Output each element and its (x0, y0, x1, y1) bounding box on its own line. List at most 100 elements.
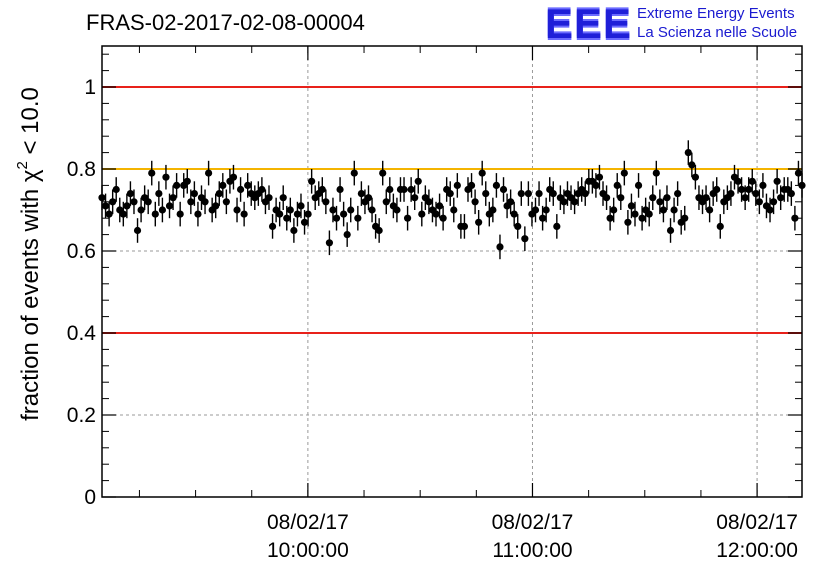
data-point (716, 222, 724, 230)
data-point (475, 218, 483, 226)
plot-frame (101, 45, 803, 498)
data-point (681, 214, 689, 222)
data-point (233, 206, 241, 214)
data-point (535, 190, 543, 198)
chart-title: FRAS-02-2017-02-08-00004 (86, 10, 365, 35)
data-point (379, 169, 387, 177)
grid-lines (102, 46, 802, 497)
data-point (283, 214, 291, 222)
data-point (478, 169, 486, 177)
data-point (492, 181, 501, 189)
data-point (308, 177, 316, 185)
data-point (123, 202, 131, 210)
data-point (773, 177, 781, 185)
data-point (482, 190, 490, 198)
data-point (752, 190, 760, 198)
data-point (148, 169, 156, 177)
data-point (499, 185, 508, 194)
data-point (727, 190, 735, 198)
data-point (101, 202, 110, 210)
data-point (471, 198, 479, 206)
data-point (514, 222, 522, 230)
data-point (112, 185, 120, 194)
y-tick-label: 1 (84, 76, 96, 99)
data-point (386, 185, 394, 194)
data-point (581, 190, 589, 198)
data-point (126, 190, 135, 198)
data-point (645, 210, 653, 218)
data-point (347, 206, 355, 214)
data-point (293, 210, 302, 218)
data-point (144, 198, 152, 206)
data-point (496, 243, 504, 251)
data-point (240, 210, 248, 218)
y-axis-label-sup: 2 (14, 161, 31, 169)
data-point (649, 194, 657, 202)
data-point (624, 218, 632, 226)
data-point (187, 198, 195, 206)
data-point (542, 206, 550, 214)
data-point (595, 173, 604, 181)
data-point (212, 202, 220, 210)
data-point (539, 214, 547, 222)
data-point (748, 177, 756, 185)
data-point (354, 214, 362, 222)
data-point (613, 181, 621, 189)
y-tick-label: 0.2 (67, 404, 96, 427)
data-point (137, 206, 145, 214)
data-point (119, 210, 127, 218)
data-point (375, 226, 383, 235)
data-point (368, 206, 376, 214)
data-point (631, 210, 639, 218)
data-point (510, 210, 518, 218)
data-point (215, 190, 223, 198)
data-point (787, 190, 795, 198)
data-point (766, 206, 774, 214)
x-tick-time-label: 11:00:00 (492, 539, 572, 562)
data-point (691, 173, 700, 181)
data-point (318, 185, 326, 194)
data-point (222, 198, 230, 206)
data-point (244, 181, 252, 189)
data-point (340, 210, 348, 218)
data-point (656, 198, 664, 206)
data-point (663, 194, 671, 202)
data-point (403, 214, 412, 222)
data-point (560, 198, 568, 206)
data-point (638, 214, 646, 222)
data-point (592, 181, 600, 189)
data-point (745, 185, 753, 194)
data-point (713, 185, 721, 194)
data-point (467, 181, 476, 189)
data-point (105, 210, 113, 218)
data-point (364, 194, 373, 202)
data-point (737, 185, 746, 194)
data-points (98, 140, 806, 260)
y-tick-label: 0 (84, 486, 96, 509)
data-point (688, 161, 696, 169)
data-point (450, 206, 458, 214)
data-point (329, 206, 337, 214)
data-point (446, 190, 454, 198)
data-point (414, 177, 422, 185)
data-point (425, 198, 433, 206)
data-point (336, 185, 344, 194)
data-point (158, 206, 167, 214)
y-axis-label: fraction of events with χ2 < 10.0 (14, 87, 44, 421)
data-point (236, 185, 245, 194)
x-tick-date-label: 08/02/17 (492, 511, 574, 534)
data-point (109, 198, 117, 206)
data-point (300, 218, 309, 226)
data-point (190, 190, 198, 198)
data-point (194, 210, 202, 218)
data-point (258, 185, 266, 194)
logo-tagline-1: Extreme Energy Events (637, 5, 795, 22)
data-point (759, 181, 767, 189)
data-point (268, 222, 277, 230)
data-point (453, 181, 461, 189)
data-point (290, 226, 298, 235)
data-point (439, 214, 447, 222)
data-point (549, 190, 557, 198)
data-point (165, 202, 174, 210)
